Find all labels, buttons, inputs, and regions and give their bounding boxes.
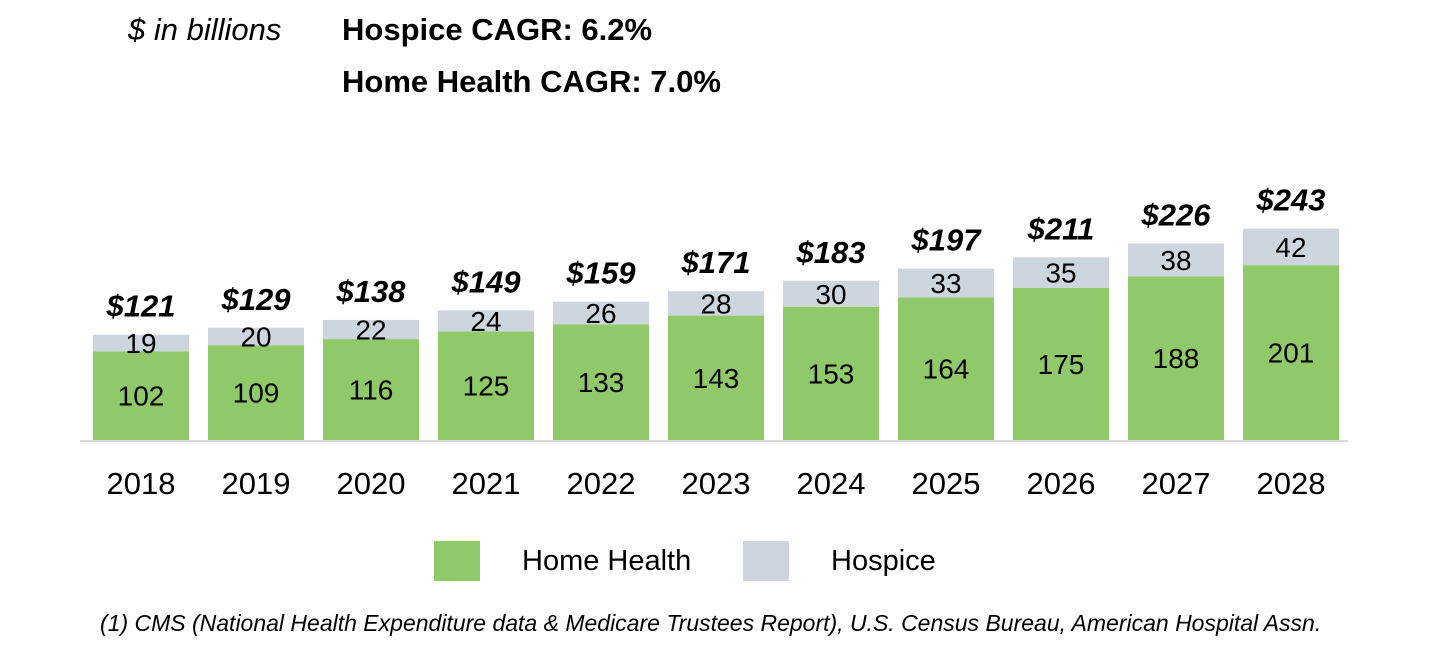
hospice-cagr: Hospice CAGR: 6.2% xyxy=(342,12,653,47)
total-label-2021: $149 xyxy=(451,264,522,299)
x-tick-label-2019: 2019 xyxy=(222,466,291,501)
legend-swatch-home-health xyxy=(434,541,480,581)
bar-home-health-2021 xyxy=(438,331,534,440)
data-label-hospice-2026: 35 xyxy=(1045,258,1076,289)
data-label-hospice-2024: 30 xyxy=(815,279,846,310)
data-label-hospice-2022: 26 xyxy=(585,298,616,329)
total-label-2024: $183 xyxy=(796,235,866,270)
data-label-home-health-2023: 143 xyxy=(693,363,740,394)
total-label-2025: $197 xyxy=(911,223,983,258)
x-tick-label-2018: 2018 xyxy=(107,466,176,501)
total-label-2027: $226 xyxy=(1141,197,1212,232)
bar-hospice-2026 xyxy=(1013,257,1109,288)
data-label-home-health-2022: 133 xyxy=(578,367,625,398)
x-tick-label-2022: 2022 xyxy=(567,466,636,501)
legend-swatch-hospice xyxy=(743,541,789,581)
data-label-hospice-2019: 20 xyxy=(240,321,271,352)
x-tick-label-2021: 2021 xyxy=(452,466,521,501)
data-label-hospice-2021: 24 xyxy=(470,306,501,337)
bar-hospice-2028 xyxy=(1243,228,1339,266)
bar-home-health-2020 xyxy=(323,339,419,440)
bar-hospice-2018 xyxy=(93,334,189,352)
bar-hospice-2025 xyxy=(898,268,994,298)
bar-home-health-2024 xyxy=(783,306,879,440)
bar-hospice-2022 xyxy=(553,301,649,325)
total-label-2018: $121 xyxy=(106,289,176,324)
data-label-home-health-2028: 201 xyxy=(1268,338,1315,369)
x-tick-label-2026: 2026 xyxy=(1027,466,1096,501)
bar-hospice-2019 xyxy=(208,327,304,346)
data-label-hospice-2027: 38 xyxy=(1160,245,1191,276)
bar-home-health-2026 xyxy=(1013,287,1109,440)
x-tick-label-2020: 2020 xyxy=(337,466,406,501)
legend-hospice: Hospice xyxy=(743,541,936,581)
data-label-home-health-2026: 175 xyxy=(1038,349,1085,380)
legend-label-home-health: Home Health xyxy=(522,544,692,577)
total-label-2020: $138 xyxy=(336,274,407,309)
total-label-2022: $159 xyxy=(566,256,637,291)
bar-home-health-2027 xyxy=(1128,276,1224,440)
data-label-hospice-2018: 19 xyxy=(125,328,156,359)
bar-hospice-2020 xyxy=(323,319,419,340)
total-label-2026: $211 xyxy=(1027,211,1095,246)
bar-hospice-2023 xyxy=(668,291,764,316)
x-tick-label-2027: 2027 xyxy=(1142,466,1211,501)
bar-home-health-2019 xyxy=(208,345,304,440)
x-tick-label-2028: 2028 xyxy=(1257,466,1326,501)
data-label-hospice-2020: 22 xyxy=(355,315,386,346)
bar-home-health-2022 xyxy=(553,324,649,440)
legend: Home Health xyxy=(434,541,691,581)
home-health-cagr: Home Health CAGR: 7.0% xyxy=(342,64,721,99)
data-label-home-health-2020: 116 xyxy=(349,375,394,406)
x-tick-label-2025: 2025 xyxy=(912,466,981,501)
data-label-home-health-2019: 109 xyxy=(233,378,280,409)
data-label-home-health-2018: 102 xyxy=(118,381,165,412)
data-label-home-health-2021: 125 xyxy=(463,371,510,402)
bar-home-health-2025 xyxy=(898,297,994,440)
bar-hospice-2021 xyxy=(438,310,534,332)
data-label-hospice-2025: 33 xyxy=(930,268,961,299)
data-label-hospice-2028: 42 xyxy=(1275,232,1306,263)
unit-note: $ in billions xyxy=(128,12,282,47)
bar-home-health-2028 xyxy=(1243,265,1339,440)
bar-hospice-2024 xyxy=(783,280,879,307)
x-tick-label-2024: 2024 xyxy=(797,466,866,501)
bar-home-health-2023 xyxy=(668,315,764,440)
total-label-2019: $129 xyxy=(221,282,292,317)
legend-label-hospice: Hospice xyxy=(831,544,936,577)
total-label-2023: $171 xyxy=(681,245,751,280)
total-label-2028: $243 xyxy=(1256,183,1326,218)
data-label-home-health-2024: 153 xyxy=(808,358,855,389)
bar-home-health-2018 xyxy=(93,351,189,440)
data-label-home-health-2027: 188 xyxy=(1153,343,1200,374)
bar-hospice-2027 xyxy=(1128,243,1224,277)
x-tick-label-2023: 2023 xyxy=(682,466,751,501)
data-label-hospice-2023: 28 xyxy=(700,288,731,319)
source-footnote: (1) CMS (National Health Expenditure dat… xyxy=(100,610,1322,636)
data-label-home-health-2025: 164 xyxy=(923,354,970,385)
stacked-bar-chart: 102 19 $121 2018 109 20 $129 2019 116 22 $138 2020 1… xyxy=(80,183,1348,501)
